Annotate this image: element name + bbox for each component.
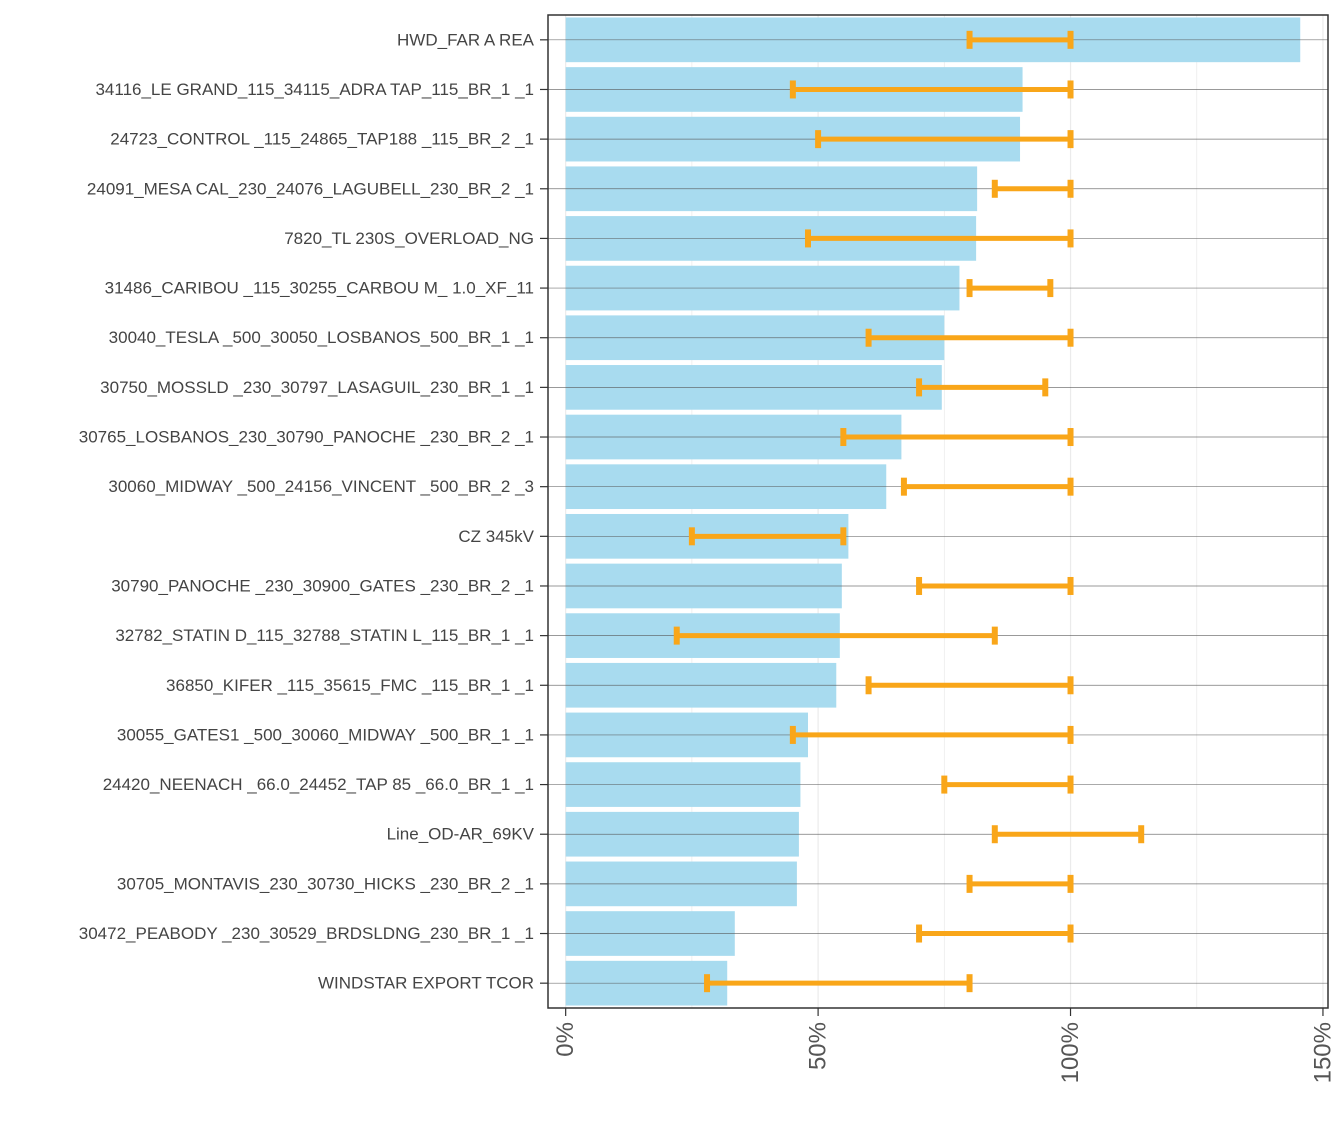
x-tick-label: 0% (552, 1022, 579, 1057)
category-label: 24091_MESA CAL_230_24076_LAGUBELL_230_BR… (87, 179, 534, 198)
category-label: 30750_MOSSLD _230_30797_LASAGUIL_230_BR_… (100, 378, 534, 397)
category-label: 30055_GATES1 _500_30060_MIDWAY _500_BR_1… (117, 725, 534, 744)
range-bar (941, 775, 1074, 794)
category-label: WINDSTAR EXPORT TCOR (318, 974, 534, 993)
range-bar (916, 924, 1074, 943)
category-label: 7820_TL 230S_OVERLOAD_NG (284, 229, 534, 248)
range-bar (966, 279, 1054, 298)
category-label: 30040_TESLA _500_30050_LOSBANOS_500_BR_1… (109, 328, 534, 347)
category-label: 31486_CARIBOU _115_30255_CARBOU M_ 1.0_X… (105, 279, 534, 298)
category-label: 32782_STATIN D_115_32788_STATIN L_115_BR… (115, 626, 534, 645)
range-bar (865, 676, 1074, 695)
range-bar (673, 626, 998, 645)
grid-layer (565, 15, 1324, 1008)
plot-border (547, 14, 1329, 1009)
range-bar (688, 527, 847, 546)
y-axis: HWD_FAR A REA 34116_LE GRAND_115_34115_AD… (79, 30, 548, 993)
category-label: Line_OD-AR_69KV (387, 825, 535, 844)
range-bar (991, 179, 1074, 198)
range-bar (865, 328, 1074, 347)
range-bar (966, 874, 1074, 893)
category-label: 34116_LE GRAND_115_34115_ADRA TAP_115_BR… (95, 80, 534, 99)
range-bar (789, 80, 1074, 99)
category-label: CZ 345kV (458, 527, 534, 546)
range-bar (840, 428, 1074, 447)
bar-layer (565, 17, 1301, 1006)
category-label: 24723_CONTROL _115_24865_TAP188 _115_BR_… (110, 130, 534, 149)
category-label: 30790_PANOCHE _230_30900_GATES _230_BR_2… (111, 576, 534, 595)
range-bar (991, 825, 1145, 844)
category-label: HWD_FAR A REA (397, 30, 535, 49)
x-tick-label: 150% (1309, 1022, 1336, 1083)
category-label: 36850_KIFER _115_35615_FMC _115_BR_1 _1 (166, 676, 534, 695)
range-bar (805, 229, 1074, 248)
range-layer (673, 30, 1145, 993)
category-label: 30765_LOSBANOS_230_30790_PANOCHE _230_BR… (79, 428, 534, 447)
range-bar (704, 974, 973, 993)
range-bar (815, 130, 1074, 149)
range-bar (900, 477, 1074, 496)
category-label: 24420_NEENACH _66.0_24452_TAP 85 _66.0_B… (103, 775, 534, 794)
range-bar (966, 30, 1074, 49)
category-label: 30705_MONTAVIS_230_30730_HICKS _230_BR_2… (117, 874, 534, 893)
x-tick-label: 100% (1057, 1022, 1084, 1083)
x-tick-label: 50% (805, 1022, 832, 1070)
x-axis: 0% 50% 100% 150% (552, 1008, 1336, 1083)
range-bar (916, 576, 1074, 595)
category-label: 30472_PEABODY _230_30529_BRDSLDNG_230_BR… (79, 924, 534, 943)
category-label: 30060_MIDWAY _500_24156_VINCENT _500_BR_… (108, 477, 534, 496)
range-bar (916, 378, 1049, 397)
range-bar (789, 725, 1074, 744)
